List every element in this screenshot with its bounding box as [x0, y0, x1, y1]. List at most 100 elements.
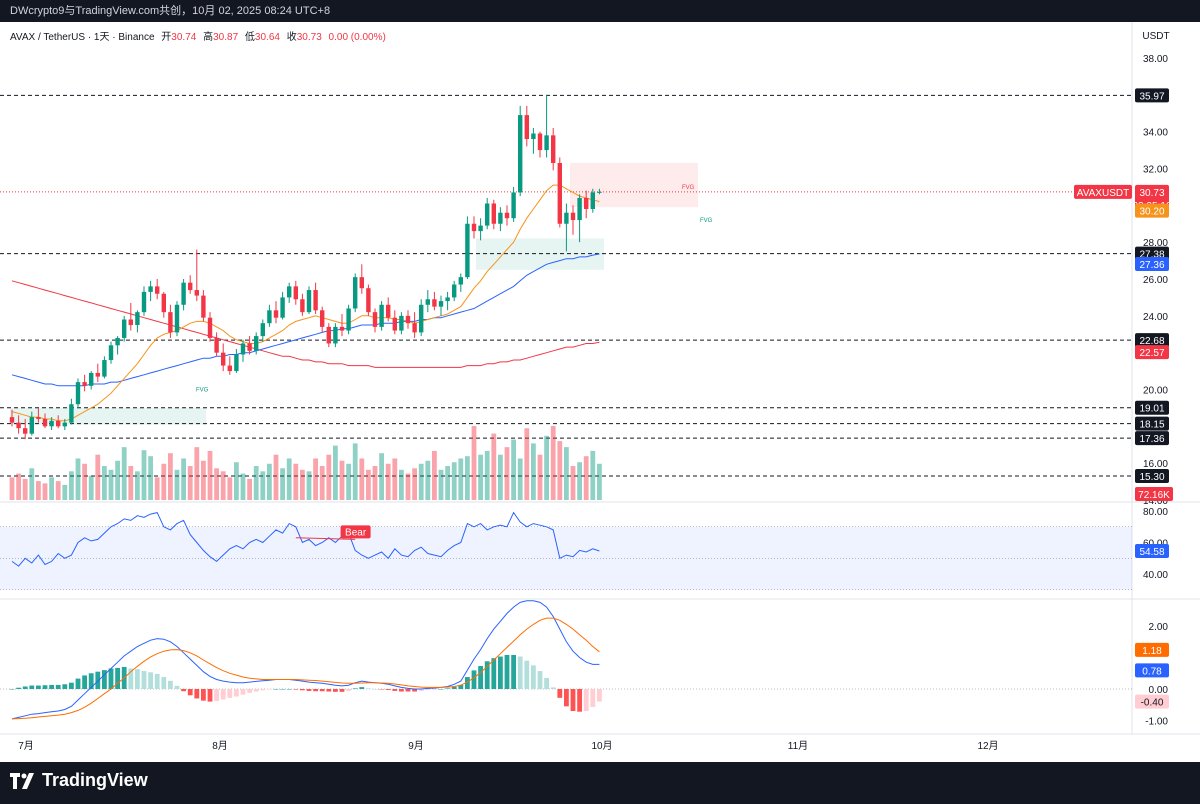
candle-body — [511, 192, 516, 219]
attribution-text: DWcrypto9与TradingView.com共创，10月 02, 2025… — [10, 5, 331, 17]
rsi-tick: 60.00 — [1143, 539, 1168, 550]
symbol-tag — [1074, 184, 1132, 199]
volume-bar — [194, 447, 200, 500]
volume-bar — [550, 426, 556, 500]
ma-long-tag — [1135, 345, 1169, 360]
volume-bar — [227, 477, 233, 500]
current-price-value: 30.73 — [1139, 188, 1164, 199]
candle-body — [135, 312, 140, 326]
volume-bar — [148, 456, 153, 500]
candle-body — [346, 308, 351, 331]
macd-histogram-bar — [478, 666, 483, 689]
volume-bar — [511, 439, 516, 500]
macd-histogram-bar — [49, 684, 54, 689]
candle-body — [438, 301, 444, 307]
macd-tag — [1135, 663, 1169, 678]
macd-histogram-bar — [418, 689, 424, 691]
price-level-tag — [1135, 88, 1169, 103]
macd-histogram-bar — [451, 686, 457, 689]
ma-short-line — [11, 184, 600, 422]
macd-histogram-bar — [458, 684, 464, 689]
volume-bar — [42, 483, 48, 500]
ma-long-line — [11, 280, 600, 368]
volume-bar — [102, 466, 107, 500]
candle-body — [504, 212, 510, 219]
fvg-zone-bullish — [10, 407, 206, 425]
macd-histogram-bar — [168, 680, 173, 689]
volume-bar — [432, 450, 437, 500]
macd-histogram-bar — [570, 689, 576, 712]
macd-histogram-bar — [550, 687, 556, 689]
candle-body — [201, 295, 206, 318]
macd-histogram-bar — [359, 687, 365, 689]
ma-long-value: 22.57 — [1139, 348, 1164, 359]
volume-bar — [346, 463, 351, 500]
candle-body — [95, 372, 100, 377]
candle-body — [221, 352, 226, 366]
macd-tick: -1.00 — [1145, 717, 1168, 728]
chart-panel[interactable]: USDT38.0034.0032.0028.0026.0024.0022.002… — [0, 22, 1200, 762]
macd-hist-tag — [1135, 694, 1169, 709]
macd-histogram-bar — [82, 675, 87, 689]
volume-bar — [372, 466, 378, 500]
macd-histogram-bar — [438, 689, 444, 690]
volume-bar — [392, 458, 398, 500]
candle-body — [498, 212, 503, 224]
candle-body — [531, 133, 536, 140]
candle-body — [293, 286, 298, 300]
macd-histogram-bar — [135, 669, 140, 689]
volume-bar — [379, 453, 384, 500]
footer-bar: TradingView — [0, 762, 1200, 804]
macd-histogram-bar — [544, 677, 549, 689]
volume-bar — [366, 469, 371, 500]
macd-histogram-bar — [214, 689, 219, 701]
volume-bar — [247, 478, 252, 500]
macd-histogram-bar — [471, 670, 477, 689]
volume-bar — [168, 453, 173, 500]
price-tick: 16.00 — [1143, 459, 1168, 470]
price-tick: 20.00 — [1143, 386, 1168, 397]
chart-svg[interactable]: USDT38.0034.0032.0028.0026.0024.0022.002… — [0, 22, 1200, 762]
macd-histogram-bar — [247, 689, 252, 693]
macd-histogram-bar — [234, 689, 239, 697]
volume-bar — [49, 477, 54, 500]
volume-bar — [333, 445, 338, 500]
volume-bar — [491, 433, 497, 500]
price-level-tag — [1135, 416, 1169, 431]
volume-bar — [471, 426, 477, 500]
macd-line — [11, 600, 600, 720]
volume-bar — [564, 447, 569, 500]
macd-signal-tag — [1135, 642, 1169, 657]
volume-bar — [286, 458, 292, 500]
macd-histogram-bar — [346, 689, 351, 691]
candle-body — [141, 291, 147, 313]
volume-bar — [154, 477, 160, 500]
macd-histogram-bar — [313, 689, 318, 692]
low-value: 30.64 — [254, 32, 280, 43]
candle-body — [75, 382, 81, 405]
macd-histogram-bar — [16, 687, 21, 689]
price-level-tag — [1135, 400, 1169, 415]
price-level-tag — [1135, 333, 1169, 348]
volume-bar — [517, 458, 523, 500]
macd-tick: 2.00 — [1149, 622, 1169, 633]
volume-bar — [300, 469, 305, 500]
rsi-tick: 40.00 — [1143, 570, 1168, 581]
candle-body — [577, 197, 582, 221]
price-tick: 24.00 — [1143, 312, 1168, 323]
candle-body — [458, 277, 463, 285]
tradingview-logo[interactable]: TradingView — [10, 770, 148, 791]
volume-bar — [385, 463, 391, 500]
macd-histogram-bar — [141, 671, 147, 689]
x-axis-label: 12月 — [977, 740, 998, 752]
candle-body — [49, 420, 54, 427]
macd-histogram-bar — [306, 689, 312, 691]
macd-histogram-bar — [465, 677, 470, 689]
candle-body — [557, 162, 562, 224]
volume-bar — [313, 458, 318, 500]
volume-bar — [570, 466, 576, 500]
volume-bar — [524, 428, 530, 500]
ma-mid-tag — [1135, 256, 1169, 271]
volume-bar — [214, 468, 219, 500]
candle-body — [366, 288, 371, 313]
